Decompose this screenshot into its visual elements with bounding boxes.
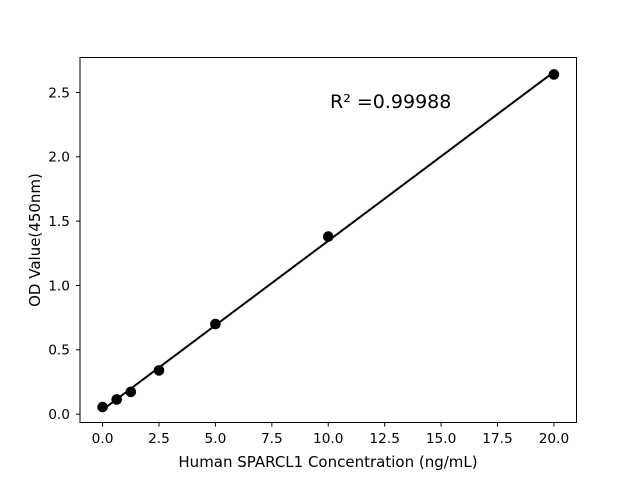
y-tick-label: 1.0 (48, 278, 70, 294)
data-point (322, 231, 334, 242)
x-tick-label: 5.0 (205, 431, 227, 447)
x-tick-label: 0.0 (92, 431, 114, 447)
x-tick-label: 15.0 (426, 431, 456, 447)
x-tick-label: 2.5 (148, 431, 170, 447)
x-tick-label: 12.5 (369, 431, 399, 447)
r-squared-annotation: R² =0.99988 (330, 91, 451, 113)
x-axis-label: Human SPARCL1 Concentration (ng/mL) (178, 453, 477, 471)
y-tick-label: 0.5 (48, 343, 70, 359)
y-tick-label: 2.5 (48, 85, 70, 101)
data-point (548, 69, 560, 80)
y-axis-label: OD Value(450nm) (26, 173, 44, 307)
y-tick-label: 1.5 (48, 214, 70, 230)
y-tick-label: 0.0 (48, 407, 70, 423)
data-point (153, 365, 165, 376)
x-tick-label: 10.0 (313, 431, 343, 447)
data-point (210, 318, 221, 330)
x-tick-label: 17.5 (482, 431, 512, 447)
data-point (111, 394, 122, 405)
chart-layer: 0.0 2.5 5.0 7.5 10.0 12.5 15.0 17.5 20.0 0.0 0.5 1.… (48, 57, 577, 447)
y-tick-label: 2.0 (48, 150, 70, 166)
x-tick-label: 7.5 (261, 431, 283, 447)
data-point (125, 386, 137, 398)
data-point (97, 401, 108, 413)
x-tick-label: 20.0 (539, 431, 569, 447)
